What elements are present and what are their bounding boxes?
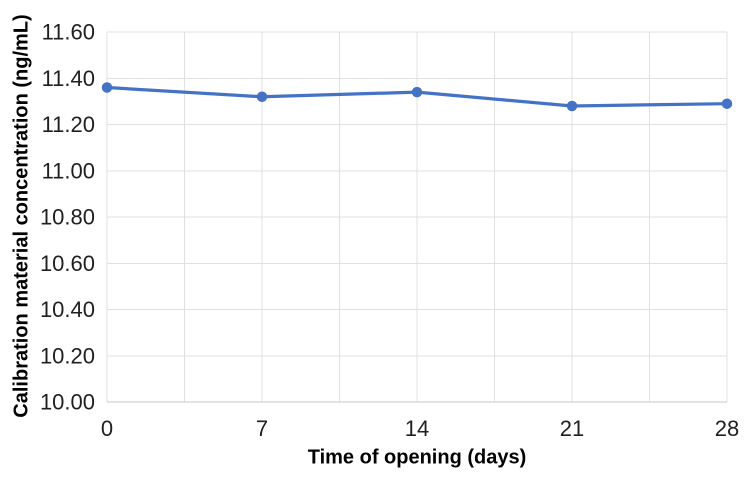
- data-point-marker: [256, 91, 268, 102]
- data-point-marker: [411, 86, 423, 98]
- y-tick-label: 10.60: [40, 251, 95, 276]
- y-axis-title: Calibration material concentration (ng/m…: [10, 14, 33, 418]
- y-tick-label: 10.40: [40, 297, 95, 322]
- y-tick-label: 11.40: [42, 66, 95, 91]
- y-tick-label: 10.00: [40, 390, 95, 415]
- x-tick-label: 7: [256, 416, 268, 441]
- data-point-marker: [721, 98, 733, 109]
- data-point-marker: [101, 82, 113, 93]
- x-tick-label: 28: [715, 416, 739, 441]
- y-tick-label: 11.60: [42, 20, 95, 45]
- data-point-marker: [566, 100, 578, 112]
- y-tick-label: 11.20: [42, 112, 95, 137]
- x-tick-label: 0: [101, 416, 113, 441]
- x-axis-title: Time of opening (days): [307, 446, 527, 469]
- y-tick-label: 10.20: [40, 343, 95, 368]
- x-tick-label: 14: [405, 416, 429, 441]
- y-tick-label: 11.00: [42, 158, 95, 183]
- y-tick-label: 10.80: [40, 205, 95, 230]
- x-tick-label: 21: [560, 416, 584, 441]
